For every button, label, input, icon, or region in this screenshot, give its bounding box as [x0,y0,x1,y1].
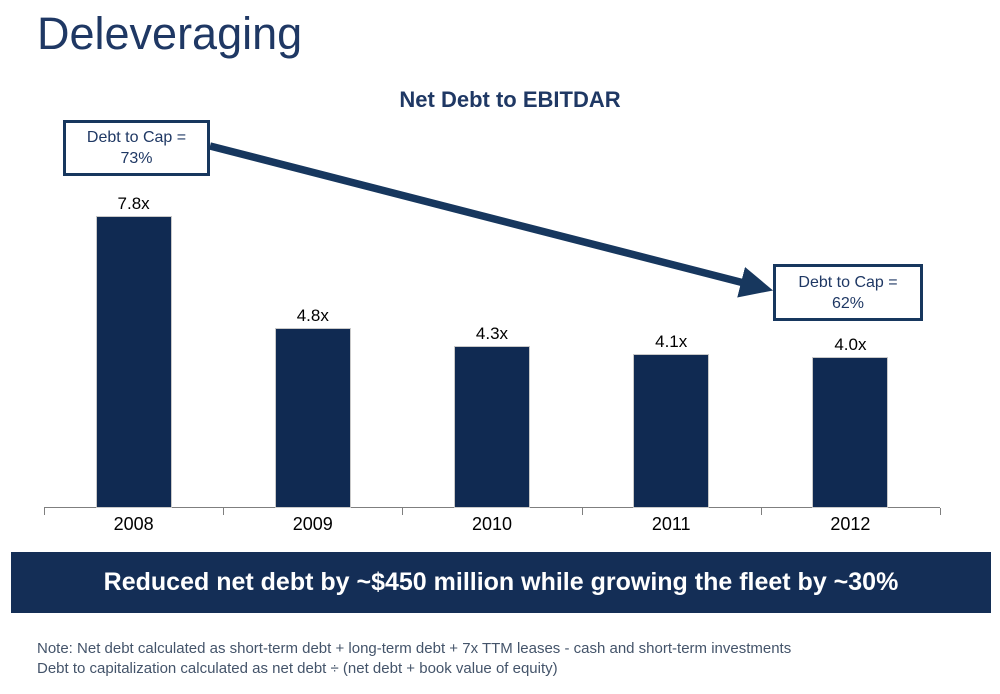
x-axis-tick [402,508,403,515]
x-axis-label-2010: 2010 [471,514,513,534]
bar-2008 [96,217,171,507]
callout-debt-to-cap-2008: Debt to Cap = 73% [63,120,210,176]
bar-2011 [634,355,709,507]
notes: Note: Net debt calculated as short-term … [37,639,791,679]
bar-value-label-2010: 4.3x [475,324,509,343]
callout-line: 62% [831,294,865,312]
bar-value-label-2008: 7.8x [117,194,150,213]
banner: Reduced net debt by ~$450 million while … [11,552,991,613]
callout-line: 73% [120,150,153,167]
x-axis-tick [940,508,941,515]
callout-line: Debt to Cap = [86,129,187,146]
note-line-1: Note: Net debt calculated as short-term … [37,640,792,657]
bar-value-label-2012: 4.0x [834,335,867,354]
note-line-2: Debt to capitalization calculated as net… [37,660,558,677]
callout-debt-to-cap-2012: Debt to Cap = 62% [773,264,923,321]
x-axis-line [44,507,940,508]
bar-value-label-2011: 4.1x [655,332,688,351]
banner-text: Reduced net debt by ~$450 million while … [103,568,899,596]
x-axis-tick [582,508,583,515]
x-axis-label-2009: 2009 [292,514,333,534]
bar-2012 [813,358,888,507]
callout-line: Debt to Cap = [798,273,898,291]
bar-value-label-2009: 4.8x [296,306,329,325]
x-axis-label-2011: 2011 [651,514,691,534]
bar-2009 [275,329,350,507]
x-axis-label-2008: 2008 [113,514,154,534]
chart-title: Net Debt to EBITDAR [399,87,621,112]
bar-2010 [455,347,529,507]
x-axis-tick [761,508,762,515]
page-title: Deleveraging [37,8,303,59]
x-axis-tick [44,508,45,515]
x-axis-label-2012: 2012 [830,514,871,534]
x-axis-tick [223,508,224,515]
